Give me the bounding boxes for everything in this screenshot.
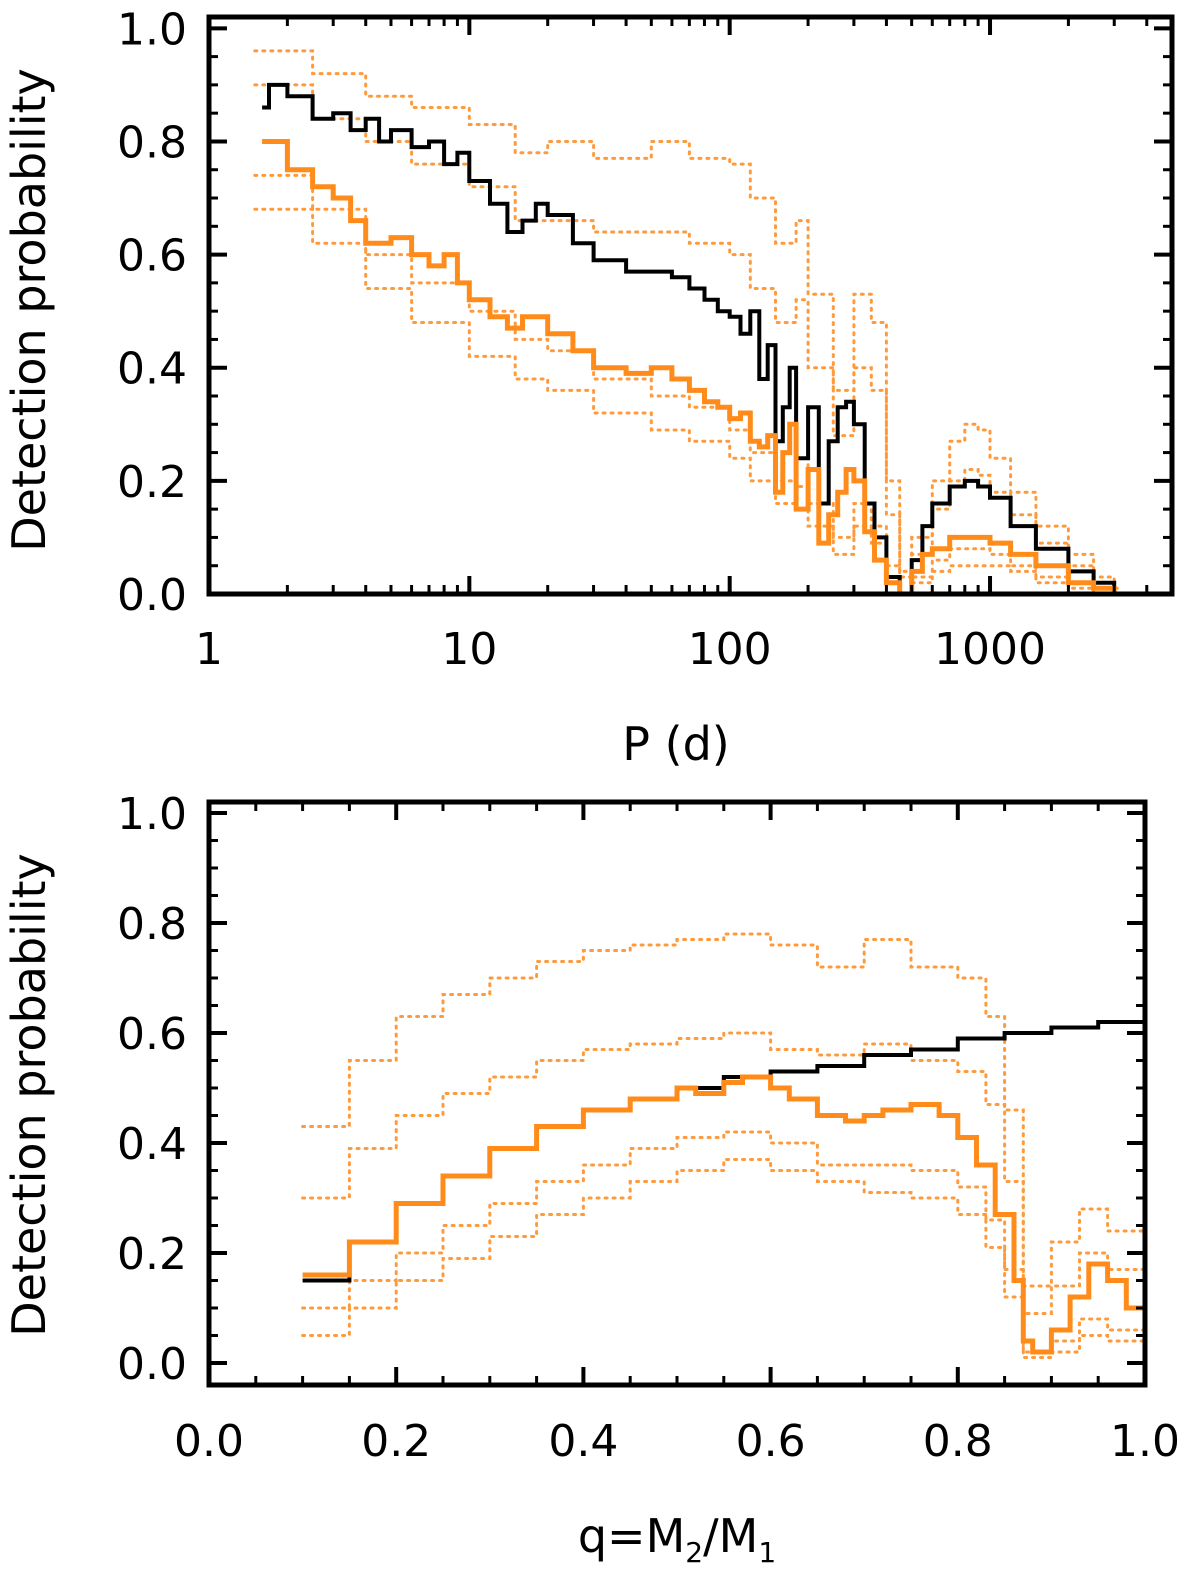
top-plot-area bbox=[253, 49, 1122, 597]
bottom-x-axis-title-main: q=M bbox=[578, 1509, 685, 1563]
bottom-series-0-main-line bbox=[302, 1020, 1145, 1283]
top-series-1-main-line bbox=[262, 139, 1120, 597]
bottom-x-tick-label: 0.4 bbox=[548, 1416, 618, 1467]
bottom-series-5-envelope-line bbox=[301, 1158, 1147, 1359]
top-series-5-envelope-line bbox=[253, 207, 1122, 596]
bottom-x-axis-title-mid: /M bbox=[703, 1509, 758, 1563]
bottom-series-3-envelope-line bbox=[301, 1031, 1147, 1315]
bottom-series-2-envelope-line bbox=[301, 932, 1147, 1288]
bottom-plot-area bbox=[301, 932, 1148, 1359]
bottom-x-tick-label: 0.0 bbox=[174, 1416, 244, 1467]
top-plot-frame bbox=[206, 14, 1175, 597]
bottom-y-tick-label: 0.8 bbox=[117, 899, 187, 950]
top-x-tick-label: 1 bbox=[195, 624, 223, 675]
top-series-3-envelope-line bbox=[253, 83, 1122, 590]
top-x-axis-title: P (d) bbox=[622, 717, 729, 771]
top-y-tick-label: 0.4 bbox=[117, 344, 187, 395]
top-x-tick-label: 100 bbox=[688, 624, 772, 675]
bottom-x-axis-title-sub2: 1 bbox=[758, 1536, 776, 1569]
top-y-tick-label: 1.0 bbox=[117, 4, 187, 55]
bottom-x-tick-label: 0.6 bbox=[736, 1416, 806, 1467]
top-panel: P (d) Detection probability 0.0 0.2 0.4 0.6… bbox=[2, 4, 1175, 771]
top-series-2-envelope-line bbox=[253, 49, 1122, 590]
top-y-axis-title: Detection probability bbox=[2, 68, 56, 552]
bottom-x-tick-label: 1.0 bbox=[1110, 1416, 1180, 1467]
bottom-series-1-main-line bbox=[302, 1074, 1148, 1355]
bottom-y-tick-label: 1.0 bbox=[117, 789, 187, 840]
top-series-4-envelope-line bbox=[253, 173, 1122, 596]
top-y-tick-label: 0.2 bbox=[117, 457, 187, 508]
top-y-tick-label: 0.8 bbox=[117, 117, 187, 168]
top-x-tick-label: 1000 bbox=[934, 624, 1046, 675]
bottom-panel: q=M2/M1 Detection probability 0.0 0.2 0.4 0… bbox=[2, 789, 1180, 1569]
bottom-x-axis-title: q=M2/M1 bbox=[578, 1509, 776, 1569]
bottom-y-tick-label: 0.6 bbox=[117, 1009, 187, 1060]
top-series-0-main-line bbox=[262, 82, 1120, 596]
bottom-x-tick-label: 0.2 bbox=[361, 1416, 431, 1467]
bottom-y-tick-label: 0.0 bbox=[117, 1339, 187, 1390]
bottom-x-tick-label: 0.8 bbox=[923, 1416, 993, 1467]
bottom-y-tick-label: 0.4 bbox=[117, 1119, 187, 1170]
top-y-tick-label: 0.0 bbox=[117, 570, 187, 621]
top-y-tick-label: 0.6 bbox=[117, 231, 187, 282]
bottom-y-axis-title: Detection probability bbox=[2, 853, 56, 1337]
bottom-y-tick-label: 0.2 bbox=[117, 1229, 187, 1280]
top-x-tick-label: 10 bbox=[441, 624, 497, 675]
bottom-x-axis-title-sub1: 2 bbox=[685, 1536, 703, 1569]
